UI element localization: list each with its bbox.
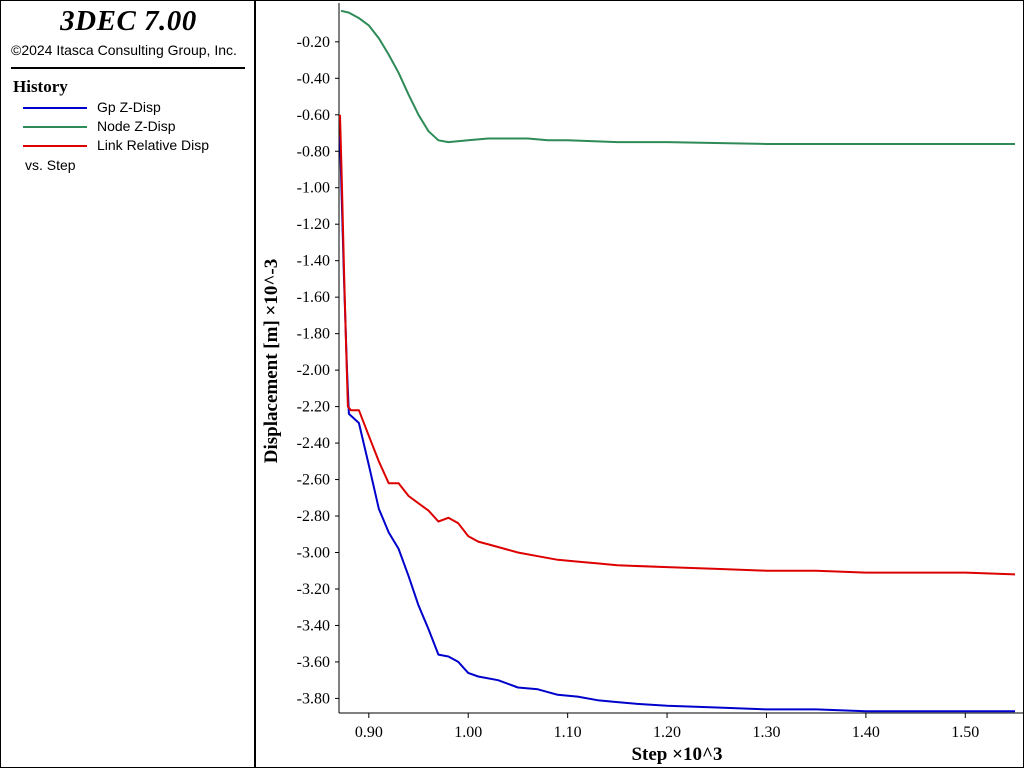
legend-item-gp-z-disp: Gp Z-Disp <box>23 99 253 117</box>
x-tick-label: 1.50 <box>951 724 979 741</box>
y-tick-label: -3.40 <box>297 617 330 634</box>
y-tick-label: -2.60 <box>297 472 330 489</box>
y-tick-label: -2.80 <box>297 508 330 525</box>
y-tick-label: -3.00 <box>297 545 330 562</box>
y-tick-label: -1.80 <box>297 326 330 343</box>
divider <box>11 67 245 69</box>
legend-item-node-z-disp: Node Z-Disp <box>23 118 253 136</box>
y-tick-label: -1.40 <box>297 253 330 270</box>
y-tick-label: -0.80 <box>297 143 330 160</box>
y-tick-label: -3.80 <box>297 690 330 707</box>
legend-label: Gp Z-Disp <box>97 99 161 115</box>
x-tick-label: 1.00 <box>454 724 482 741</box>
legend-swatch <box>23 107 87 109</box>
legend-swatch <box>23 145 87 147</box>
legend-label: Node Z-Disp <box>97 118 176 134</box>
axes: -0.20 -0.40 -0.60 -0.80 -1.00 -1.20 -1.40 -1.60… <box>297 3 1023 741</box>
y-tick-label: -1.00 <box>297 180 330 197</box>
series-line-gp-z-disp <box>339 136 1015 713</box>
y-tick-label: -0.60 <box>297 107 330 124</box>
y-tick-label: -0.40 <box>297 70 330 87</box>
legend-panel: 3DEC 7.00 ©2024 Itasca Consulting Group,… <box>1 1 256 767</box>
y-tick-label: -1.60 <box>297 289 330 306</box>
x-tick-label: 1.10 <box>554 724 582 741</box>
legend-swatch <box>23 126 87 128</box>
y-tick-label: -3.20 <box>297 581 330 598</box>
app-title: 3DEC 7.00 <box>60 5 197 37</box>
legend-label: Link Relative Disp <box>97 137 210 153</box>
y-tick-label: -0.20 <box>297 34 330 51</box>
y-axis-label: Displacement [m] ×10^-3 <box>261 259 282 463</box>
x-tick-label: 0.90 <box>355 724 383 741</box>
legend-heading: History <box>13 77 68 96</box>
x-tick-label: 1.30 <box>752 724 780 741</box>
series-line-link-relative-disp <box>339 114 1016 576</box>
y-tick-label: -1.20 <box>297 216 330 233</box>
legend-x-variable: vs. Step <box>25 157 76 173</box>
x-tick-label: 1.40 <box>852 724 880 741</box>
copyright-text: ©2024 Itasca Consulting Group, Inc. <box>11 42 237 58</box>
x-tick-label: 1.20 <box>653 724 681 741</box>
series-line-node-z-disp <box>340 9 1015 145</box>
x-axis-label: Step ×10^3 <box>631 744 722 765</box>
y-tick-label: -2.00 <box>297 362 330 379</box>
y-tick-label: -2.20 <box>297 399 330 416</box>
y-tick-label: -3.60 <box>297 654 330 671</box>
legend-item-link-relative-disp: Link Relative Disp <box>23 137 253 155</box>
y-tick-label: -2.40 <box>297 435 330 452</box>
series-lines <box>339 9 1016 713</box>
